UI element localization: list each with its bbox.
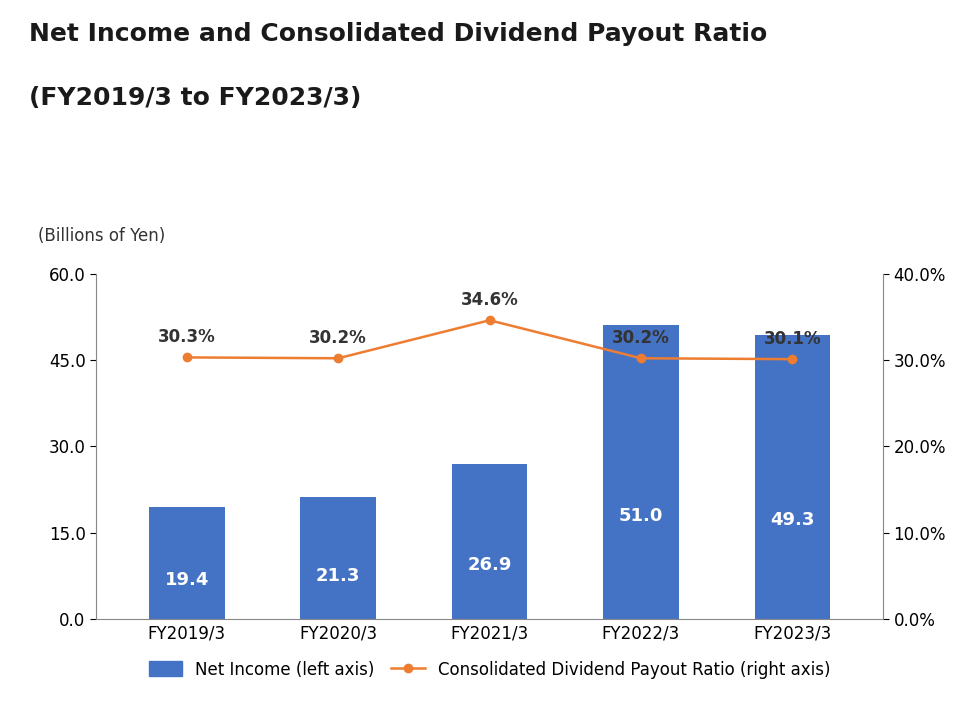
- Text: (Billions of Yen): (Billions of Yen): [38, 227, 166, 245]
- Bar: [149, 508, 225, 619]
- Text: 30.3%: 30.3%: [158, 328, 216, 346]
- Bar: [603, 325, 679, 619]
- Text: 30.2%: 30.2%: [309, 329, 367, 347]
- Text: 51.0: 51.0: [619, 508, 663, 526]
- Text: 49.3: 49.3: [770, 510, 814, 528]
- Text: 30.2%: 30.2%: [612, 329, 670, 347]
- Bar: [755, 336, 830, 619]
- Text: 30.1%: 30.1%: [763, 330, 821, 348]
- Text: 19.4: 19.4: [165, 571, 209, 589]
- Text: 34.6%: 34.6%: [461, 291, 518, 309]
- Legend: Net Income (left axis), Consolidated Dividend Payout Ratio (right axis): Net Income (left axis), Consolidated Div…: [140, 652, 839, 687]
- Bar: [300, 497, 376, 619]
- Text: (FY2019/3 to FY2023/3): (FY2019/3 to FY2023/3): [29, 86, 361, 110]
- Text: 26.9: 26.9: [468, 556, 512, 574]
- Text: 21.3: 21.3: [316, 567, 360, 585]
- Bar: [452, 464, 527, 619]
- Text: Net Income and Consolidated Dividend Payout Ratio: Net Income and Consolidated Dividend Pay…: [29, 22, 767, 45]
